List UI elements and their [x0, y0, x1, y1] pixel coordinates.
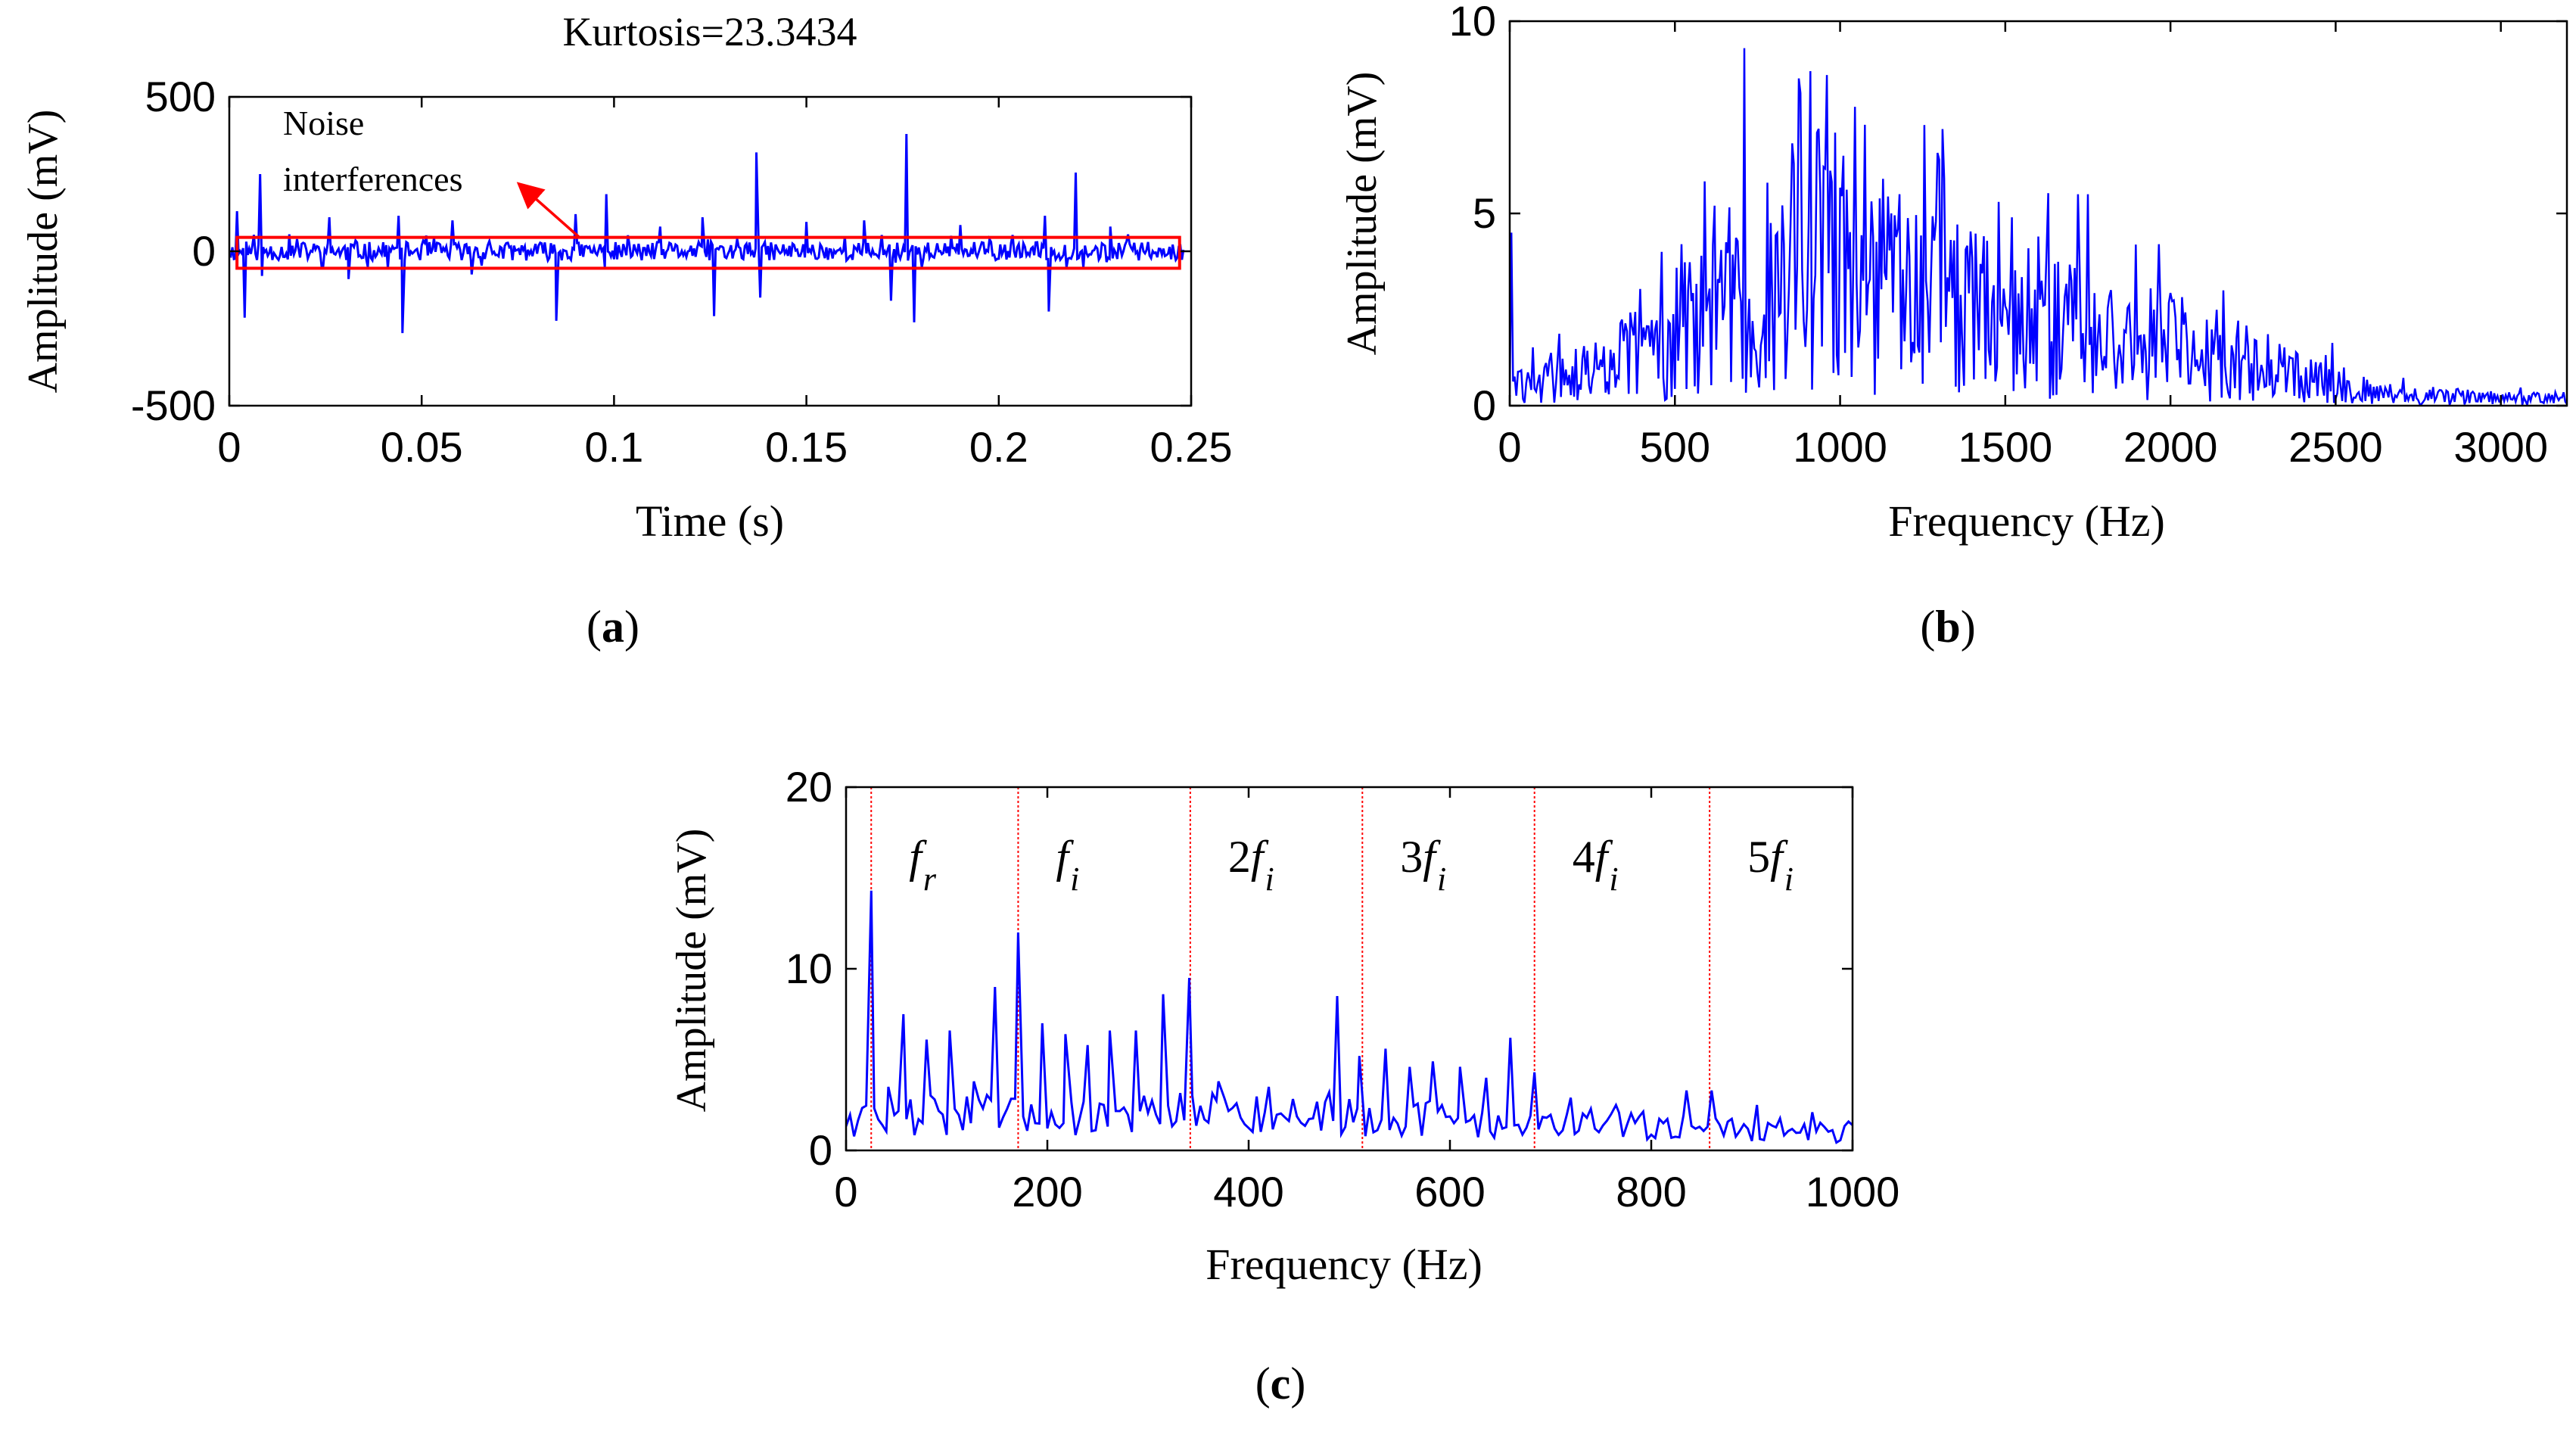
- panel-c-caption: (c): [1255, 1359, 1306, 1409]
- panel-a-annotation-line2: interferences: [283, 160, 463, 198]
- panel-b-x-tick-label: 1500: [1958, 423, 2053, 471]
- panel-a-y-ticks: 500 0 -500: [131, 73, 1191, 429]
- panel-c-y-tick-label: 10: [786, 945, 832, 992]
- panel-a-signal: [229, 133, 1185, 334]
- panel-a-noise-band: [235, 235, 1181, 270]
- panel-a-x-ticks: 0 0.05 0.1 0.15 0.2 0.25: [217, 97, 1233, 471]
- panel-c-marker-label: fr: [909, 832, 937, 898]
- panel-a-y-label: Amplitude (mV): [20, 110, 67, 394]
- panel-a-caption-letter: a: [602, 602, 624, 652]
- panel-c-x-tick-label: 0: [834, 1168, 857, 1216]
- panel-a-x-tick-label: 0.2: [969, 423, 1028, 471]
- panel-c-x-ticks: 0 200 400 600 800 1000: [834, 787, 1899, 1216]
- panel-b-y-tick-label: 0: [1473, 381, 1496, 429]
- panel-c-marker-label: 3fi: [1400, 832, 1446, 898]
- panel-c-x-tick-label: 200: [1012, 1168, 1082, 1216]
- panel-a-caption: (a): [586, 602, 639, 652]
- panel-a-x-tick-label: 0.15: [765, 423, 848, 471]
- panel-c-harmonic-labels: fr fi 2fi 3fi 4fi 5fi: [909, 832, 1794, 898]
- panel-c-caption-letter: c: [1271, 1359, 1291, 1409]
- panel-c-x-label: Frequency (Hz): [1206, 1240, 1482, 1289]
- panel-a-y-tick-label: 0: [192, 227, 216, 275]
- panel-b: 10 5 0 0 500 1000 1500 2000 2500 3000 Frequency …: [1339, 0, 2568, 652]
- panel-a-x-tick-label: 0.1: [584, 423, 643, 471]
- panel-c-marker-label: 2fi: [1228, 832, 1274, 898]
- panel-b-x-tick-label: 2500: [2288, 423, 2383, 471]
- panel-b-x-tick-label: 0: [1498, 423, 1521, 471]
- panel-a-annotation-arrow: [516, 182, 580, 238]
- panel-c-y-tick-label: 20: [786, 763, 832, 811]
- panel-b-y-label: Amplitude (mV): [1339, 72, 1386, 356]
- panel-a-title: Kurtosis=23.3434: [563, 9, 857, 54]
- panel-a-annotation-line1: Noise: [283, 104, 364, 142]
- panel-a-y-tick-label: -500: [131, 381, 216, 429]
- panel-a-x-tick-label: 0.25: [1150, 423, 1233, 471]
- panel-c-x-tick-label: 600: [1414, 1168, 1485, 1216]
- panel-b-y-tick-label: 10: [1449, 0, 1496, 45]
- panel-b-x-tick-label: 3000: [2453, 423, 2548, 471]
- panel-a-x-tick-label: 0.05: [381, 423, 463, 471]
- panel-b-x-tick-label: 1000: [1793, 423, 1887, 471]
- panel-b-x-tick-label: 2000: [2123, 423, 2218, 471]
- panel-c-marker-label: 5fi: [1747, 832, 1794, 898]
- panel-b-y-ticks: 10 5 0: [1449, 0, 2567, 429]
- panel-c-y-ticks: 20 10 0: [786, 763, 1853, 1174]
- panel-a-y-tick-label: 500: [145, 73, 216, 120]
- panel-c-y-label: Amplitude (mV): [668, 829, 715, 1113]
- panel-a-signal-line: [229, 133, 1185, 334]
- panel-b-x-label: Frequency (Hz): [1888, 496, 2165, 546]
- panel-b-x-ticks: 0 500 1000 1500 2000 2500 3000: [1498, 21, 2548, 471]
- panel-a-x-label: Time (s): [636, 496, 784, 546]
- panel-c-x-tick-label: 800: [1616, 1168, 1686, 1216]
- panel-c-marker-label: 4fi: [1573, 832, 1619, 898]
- panel-b-y-tick-label: 5: [1473, 189, 1496, 237]
- panel-b-caption: (b): [1920, 602, 1975, 652]
- panel-c-x-tick-label: 1000: [1806, 1168, 1900, 1216]
- panel-c-spectrum: [846, 890, 1853, 1144]
- panel-c-x-tick-label: 400: [1213, 1168, 1283, 1216]
- panel-c-spectrum-line: [846, 890, 1853, 1144]
- panel-b-x-tick-label: 500: [1640, 423, 1710, 471]
- panel-c-y-tick-label: 0: [809, 1126, 832, 1174]
- panel-c-marker-label: fi: [1056, 832, 1079, 898]
- panel-b-spectrum: [1510, 48, 2567, 406]
- panel-a-x-tick-label: 0: [217, 423, 241, 471]
- panel-c: 20 10 0 0 200 400 600 800 1000 fr fi 2fi 3fi 4fi 5fi…: [668, 763, 1899, 1409]
- panel-b-caption-letter: b: [1935, 602, 1960, 652]
- panel-b-spectrum-line: [1510, 48, 2567, 406]
